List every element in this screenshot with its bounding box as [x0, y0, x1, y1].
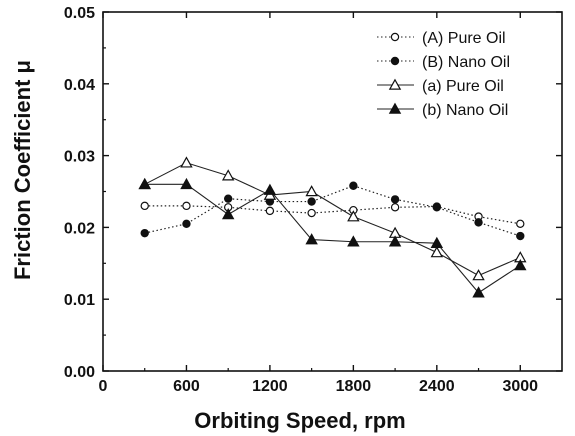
data-point	[180, 156, 193, 168]
data-point	[221, 169, 235, 181]
x-axis-title: Orbiting Speed, rpm	[194, 408, 405, 433]
x-tick-label: 1800	[336, 378, 372, 395]
series-line	[144, 162, 521, 277]
y-tick-label: 0.01	[64, 292, 95, 309]
legend-item: (A) Pure Oil	[377, 30, 506, 47]
y-tick-label: 0.02	[64, 220, 95, 237]
data-point	[388, 235, 402, 247]
data-point	[221, 208, 235, 220]
x-tick-label: 1200	[252, 378, 288, 395]
x-tick-label: 2400	[419, 378, 455, 395]
legend-marker	[390, 32, 400, 42]
data-point	[263, 183, 277, 195]
data-point	[472, 269, 485, 281]
legend: (A) Pure Oil (B) Nano Oil (a) Pure Oil (b) …	[377, 30, 510, 119]
x-tick-label: 0	[99, 378, 108, 395]
data-point	[182, 201, 191, 211]
data-point	[347, 235, 360, 247]
legend-label: (A) Pure Oil	[422, 30, 506, 47]
data-point	[390, 203, 400, 212]
legend-label: (a) Pure Oil	[422, 78, 504, 95]
series-line	[144, 185, 521, 237]
data-point	[390, 195, 400, 204]
data-point	[516, 231, 525, 241]
data-point	[430, 236, 444, 248]
data-point	[305, 233, 318, 245]
series-1	[140, 201, 525, 229]
y-tick-label: 0.05	[64, 5, 95, 22]
series-2	[140, 181, 525, 241]
data-point	[472, 286, 485, 298]
legend-label: (b) Nano Oil	[422, 102, 508, 119]
series-layer	[138, 156, 527, 298]
data-point	[180, 177, 193, 190]
data-point	[182, 219, 191, 229]
legend-item: (b) Nano Oil	[377, 102, 508, 119]
data-point	[140, 201, 149, 211]
series-3	[138, 156, 527, 281]
data-point	[305, 185, 318, 197]
y-axis-title: Friction Coefficient μ	[10, 60, 35, 280]
legend-marker	[390, 56, 400, 66]
data-point	[430, 246, 444, 258]
data-point	[514, 259, 527, 271]
data-point	[140, 228, 149, 238]
axis-ticks: 0 600 1200 1800 2400 3000 0.00 0.01 0.02 0.03 0.04…	[64, 5, 562, 395]
series-4	[138, 177, 527, 298]
series-line	[144, 183, 521, 294]
legend-item: (B) Nano Oil	[377, 54, 510, 71]
data-point	[516, 219, 525, 229]
x-tick-label: 3000	[502, 378, 538, 395]
y-tick-label: 0.03	[64, 149, 95, 166]
legend-marker	[388, 78, 402, 90]
legend-label: (B) Nano Oil	[422, 54, 510, 71]
data-point	[265, 206, 275, 216]
legend-marker	[388, 102, 402, 114]
legend-item: (a) Pure Oil	[377, 78, 504, 95]
data-point	[432, 203, 442, 212]
data-point	[347, 210, 360, 222]
data-point	[138, 177, 151, 190]
x-tick-label: 600	[173, 378, 200, 395]
y-tick-label: 0.04	[64, 77, 95, 94]
data-point	[474, 218, 483, 227]
data-point	[307, 197, 316, 206]
data-point	[349, 181, 358, 190]
data-point	[307, 208, 316, 218]
data-point	[223, 194, 233, 203]
series-line	[144, 205, 521, 225]
y-tick-label: 0.00	[64, 364, 95, 381]
